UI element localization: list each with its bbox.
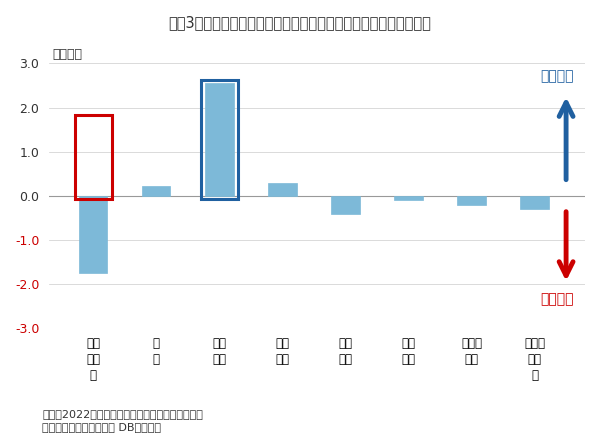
Bar [331,196,359,214]
Text: （兆円）: （兆円） [52,48,82,61]
Bar [205,83,233,196]
Text: （注）2022年１月～７月の現物と先物の売買動向: （注）2022年１月～７月の現物と先物の売買動向 [42,409,203,419]
Bar [457,196,486,206]
Bar [142,186,170,196]
Bar [394,196,422,200]
Text: （資料）ニッセイ基礎研 DBから作成: （資料）ニッセイ基礎研 DBから作成 [42,422,161,432]
Text: 買い越し: 買い越し [540,69,574,83]
Bar [79,196,107,273]
Bar [74,116,112,199]
Bar [201,80,238,199]
Bar [268,183,296,196]
Text: 図表3　年初来では海外投資家の売りを、事業法人の買いが支える: 図表3 年初来では海外投資家の売りを、事業法人の買いが支える [169,15,431,30]
Text: 売り越し: 売り越し [540,293,574,306]
Bar [520,196,549,209]
